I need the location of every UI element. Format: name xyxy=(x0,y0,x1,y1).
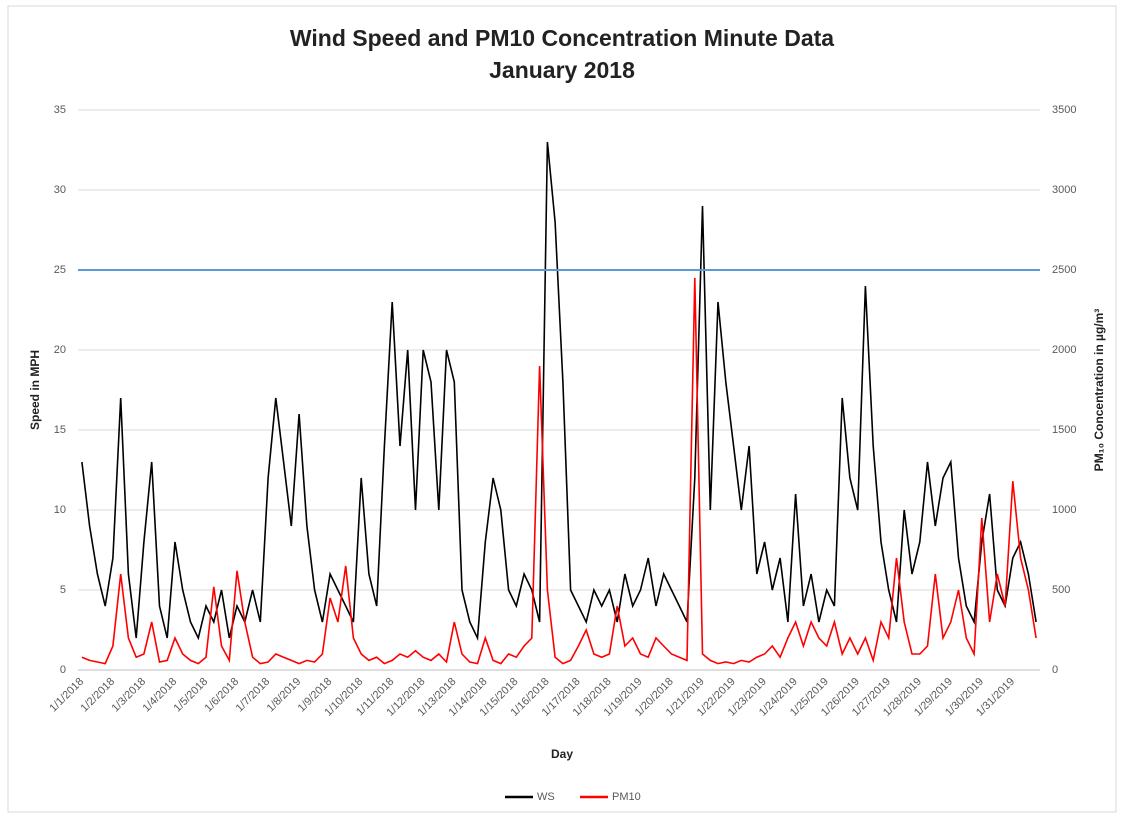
y-tick-label: 0 xyxy=(60,664,66,676)
y2-tick-label: 2000 xyxy=(1052,344,1076,356)
chart-border xyxy=(7,5,1117,813)
y2-axis-title: PM₁₀ Concentration in µg/m³ xyxy=(1092,309,1106,472)
legend-label: PM10 xyxy=(612,791,641,803)
y-tick-label: 30 xyxy=(54,184,66,196)
y-tick-label: 10 xyxy=(54,504,66,516)
y2-tick-label: 0 xyxy=(1052,664,1058,676)
chart-title: Wind Speed and PM10 Concentration Minute… xyxy=(290,25,834,51)
y-tick-label: 35 xyxy=(54,104,66,116)
y-tick-label: 25 xyxy=(54,264,66,276)
y-axis-title: Speed in MPH xyxy=(28,350,42,430)
y-tick-label: 20 xyxy=(54,344,66,356)
y2-tick-label: 1000 xyxy=(1052,504,1076,516)
y2-tick-label: 3500 xyxy=(1052,104,1076,116)
chart-subtitle: January 2018 xyxy=(489,57,635,83)
series-line xyxy=(81,277,1037,665)
legend-label: WS xyxy=(537,791,555,803)
y-tick-label: 5 xyxy=(60,584,66,596)
y-tick-label: 15 xyxy=(54,424,66,436)
series-line xyxy=(81,141,1037,642)
y2-tick-label: 3000 xyxy=(1052,184,1076,196)
y2-tick-label: 1500 xyxy=(1052,424,1076,436)
y2-tick-label: 2500 xyxy=(1052,264,1076,276)
y2-tick-label: 500 xyxy=(1052,584,1070,596)
x-axis-title: Day xyxy=(551,747,573,761)
